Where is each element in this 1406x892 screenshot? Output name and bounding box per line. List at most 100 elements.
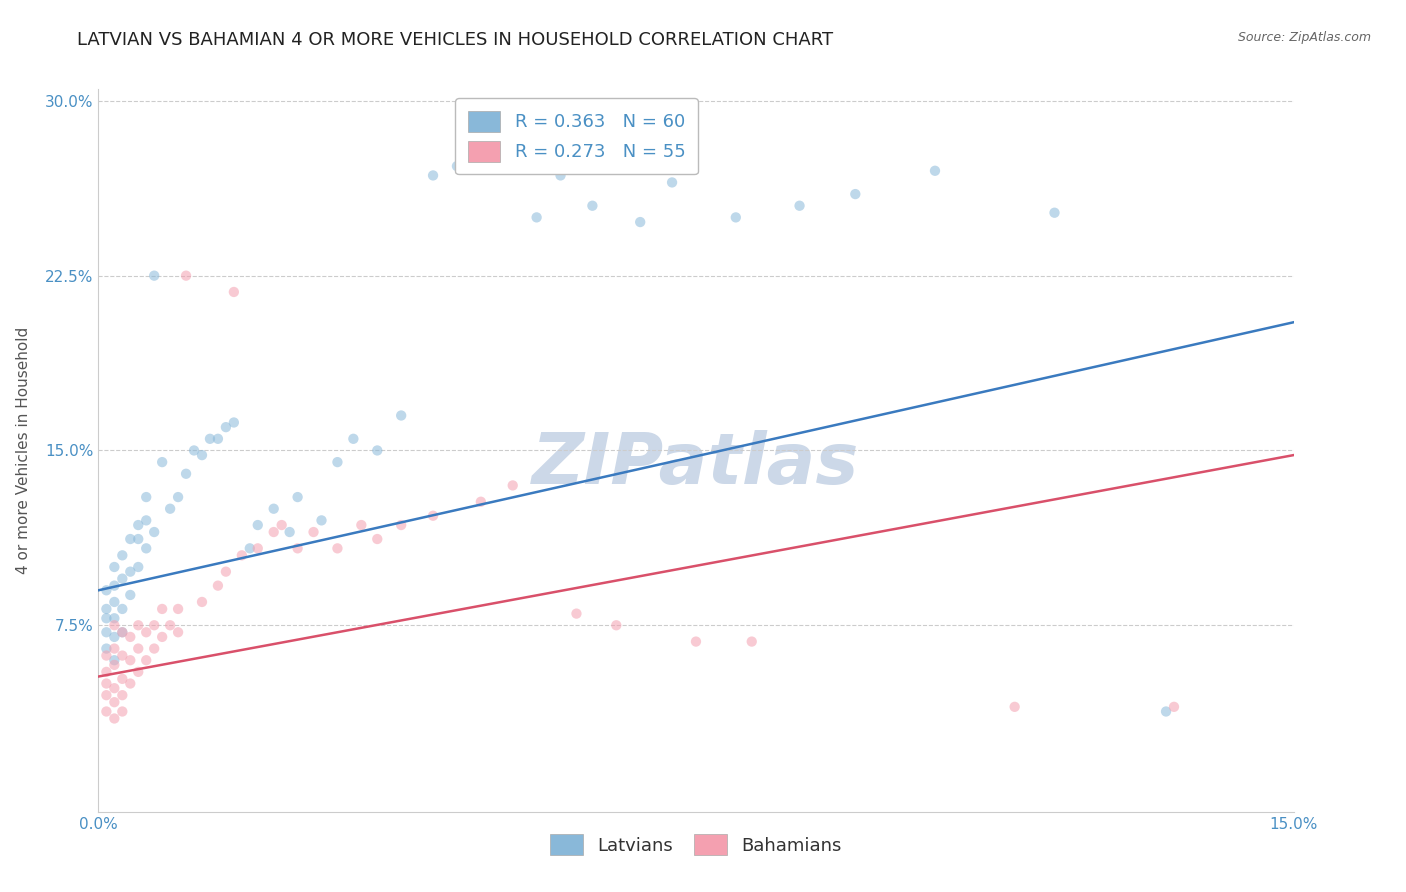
Point (96, 611, 118, 625)
Point (366, 443, 388, 458)
Point (287, 490, 309, 504)
Point (191, 595, 214, 609)
Point (661, 176, 683, 190)
Point (526, 211, 548, 225)
Point (103, 695, 125, 709)
Point (844, 187, 866, 202)
Point (103, 711, 125, 725)
Point (150, 630, 173, 644)
Point (135, 625, 157, 640)
Point (222, 285, 245, 299)
Point (127, 560, 149, 574)
Point (183, 443, 205, 458)
Point (127, 618, 149, 632)
Point (231, 549, 253, 563)
Point (207, 432, 229, 446)
Point (174, 268, 197, 283)
Point (143, 268, 166, 283)
Point (789, 199, 811, 213)
Text: Source: ZipAtlas.com: Source: ZipAtlas.com (1237, 31, 1371, 45)
Point (302, 524, 325, 539)
Point (143, 641, 166, 656)
Point (127, 518, 149, 533)
Point (422, 169, 444, 183)
Point (207, 579, 229, 593)
Point (103, 595, 125, 609)
Point (1043, 205, 1066, 219)
Point (120, 630, 142, 644)
Point (174, 467, 197, 481)
Point (239, 541, 262, 556)
Point (263, 501, 285, 516)
Point (605, 618, 627, 632)
Point (350, 518, 373, 533)
Point (96, 625, 118, 640)
Point (222, 416, 245, 430)
Point (103, 618, 125, 632)
Point (724, 211, 747, 225)
Point (120, 532, 142, 546)
Point (215, 420, 238, 434)
Point (198, 432, 221, 446)
Point (103, 681, 125, 696)
Point (278, 524, 301, 539)
Point (389, 409, 412, 423)
Point (135, 513, 157, 527)
Point (111, 572, 134, 586)
Point (111, 549, 134, 563)
Point (628, 215, 651, 229)
Point (143, 524, 166, 539)
Point (111, 648, 134, 663)
Point (120, 653, 142, 667)
Point (366, 532, 388, 546)
Point (246, 541, 269, 556)
Point (96, 665, 118, 679)
Point (326, 541, 349, 556)
Point (150, 602, 173, 616)
Point (502, 478, 524, 492)
Point (96, 705, 118, 719)
Point (581, 199, 603, 213)
Point (470, 494, 492, 508)
Point (120, 588, 142, 602)
Point (326, 455, 349, 469)
Point (120, 565, 142, 579)
Point (135, 541, 157, 556)
Point (96, 676, 118, 690)
Point (685, 634, 707, 648)
Point (111, 688, 134, 702)
Point (422, 508, 444, 523)
Point (103, 641, 125, 656)
Point (215, 565, 238, 579)
Point (159, 501, 181, 516)
Legend: Latvians, Bahamians: Latvians, Bahamians (537, 822, 855, 868)
Point (485, 145, 508, 160)
Point (389, 518, 412, 533)
Point (287, 541, 309, 556)
Point (127, 532, 149, 546)
Text: ZIPatlas: ZIPatlas (533, 431, 859, 500)
Point (96, 583, 118, 598)
Point (565, 607, 588, 621)
Point (103, 657, 125, 672)
Point (150, 455, 173, 469)
Point (103, 653, 125, 667)
Point (127, 665, 149, 679)
Point (263, 524, 285, 539)
Point (120, 676, 142, 690)
Point (111, 705, 134, 719)
Point (342, 432, 364, 446)
Point (270, 518, 292, 533)
Point (1163, 699, 1185, 714)
Point (167, 490, 190, 504)
Point (111, 672, 134, 686)
Text: LATVIAN VS BAHAMIAN 4 OR MORE VEHICLES IN HOUSEHOLD CORRELATION CHART: LATVIAN VS BAHAMIAN 4 OR MORE VEHICLES I… (77, 31, 834, 49)
Point (96, 602, 118, 616)
Point (96, 648, 118, 663)
Point (111, 602, 134, 616)
Point (127, 641, 149, 656)
Point (135, 653, 157, 667)
Point (311, 513, 333, 527)
Point (741, 634, 763, 648)
Point (135, 490, 157, 504)
